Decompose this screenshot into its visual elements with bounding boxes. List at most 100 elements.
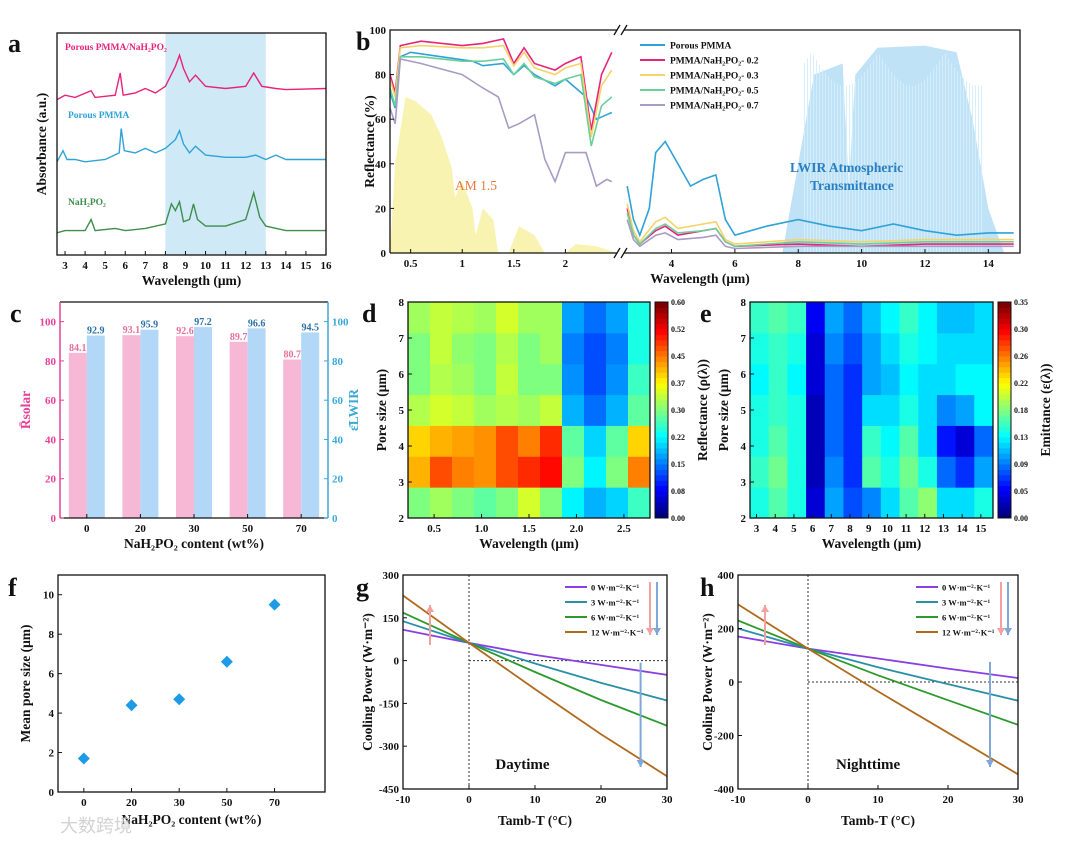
heatmap-cell [843,487,863,519]
x-tick-label: 1.5 [522,523,536,535]
colorbar-segment [655,458,668,465]
heatmap-cell [562,363,585,396]
heatmap-cell [750,332,770,365]
data-point [173,693,186,706]
heatmap-cell [518,332,541,365]
heatmap-cell [843,394,863,426]
heatmap-cell [584,487,607,519]
heatmap-cell [955,456,975,488]
heatmap-cell [862,332,882,365]
colorbar-segment [655,404,668,411]
x-tick-label: 9 [183,260,189,272]
data-point [220,655,233,668]
colorbar-segment [655,469,668,476]
heatmap-cell [562,425,585,457]
series-label: NaH₂PO₂ [68,198,106,208]
x-tick-label: 0 [466,794,472,806]
colorbar-segment [655,372,668,379]
heatmap-cell [540,394,563,426]
series-line-right [626,219,1014,250]
colorbar-segment [655,350,668,357]
x-tick-label: 30 [189,523,201,535]
heatmap-cell [974,425,994,457]
series-line-left [389,58,613,188]
y-tick-label: 5 [399,405,405,417]
panel-label-b: b [356,27,370,56]
heatmap-cell [584,456,607,488]
y-tick-label: 150 [383,613,400,625]
heatmap-cell [430,332,453,365]
colorbar-tick-label: 0.45 [671,352,685,361]
y-right-tick-label: 40 [332,434,344,446]
am15-spectrum-area [390,96,617,254]
heatmap-cell [606,302,629,334]
heatmap-cell [430,363,453,396]
x-tick-label: 20 [135,523,147,535]
x-tick-label: 5 [791,523,797,535]
y-tick-label: 4 [49,708,55,720]
heatmap-cell [750,425,770,457]
y-tick-label: 0 [729,677,735,689]
colorbar [997,301,1012,519]
heatmap-cell [452,332,475,365]
x-tick-label: 11 [220,260,230,272]
decrease-arrow-blue-head [1004,628,1012,635]
bar [68,352,87,518]
colorbar-segment [998,474,1011,481]
am15-label: AM 1.5 [455,178,497,193]
colorbar-tick-label: 0.00 [1014,514,1028,523]
colorbar-segment [655,345,668,352]
heatmap-cell [540,302,563,334]
heatmap-cell [518,456,541,488]
heatmap-cell [787,332,807,365]
colorbar-segment [655,302,668,308]
legend-label: 3 W·m⁻²·K⁻¹ [942,598,991,608]
x-tick-label: -10 [731,794,746,806]
heatmap-cell [899,363,919,396]
panel-label-e: e [700,299,712,328]
colorbar-segment [998,420,1011,427]
colorbar-segment [998,431,1011,438]
mid-ir-shaded-region [165,33,266,255]
x-tick-label: 10 [873,794,885,806]
heatmap-cell [806,394,826,426]
panel-label-a: a [8,29,21,58]
heatmap-cell [974,302,994,334]
colorbar-segment [998,350,1011,357]
heatmap-cell [584,394,607,426]
y-tick-label: 2 [741,513,747,525]
bar-value-label: 92.9 [87,326,105,337]
y-tick-label: 10 [43,590,55,602]
heatmap-cell [806,456,826,488]
heatmap-cell [806,332,826,365]
heatmap-cell [918,332,938,365]
x-tick-label: 20 [596,794,608,806]
colorbar-segment [998,383,1011,389]
x-tick-label: 10 [200,260,212,272]
y-right-tick-label: 60 [332,395,344,407]
heatmap-cell [899,425,919,457]
colorbar-tick-label: 0.00 [671,514,685,523]
y-tick-label: -400 [714,784,735,796]
heatmap-cell [518,302,541,334]
x-tick-label: 5 [102,260,108,272]
series-line [737,619,1019,726]
y-right-tick-label: 80 [332,356,344,368]
colorbar-segment [998,318,1011,325]
heatmap-cell [768,302,788,334]
colorbar-tick-label: 0.09 [1014,460,1028,469]
colorbar-segment [998,442,1011,449]
series-line [402,611,668,727]
x-tick-label: 14 [280,260,292,272]
legend-label: Porous PMMA [670,42,731,52]
panel-label-h: h [700,573,715,602]
colorbar-tick-label: 0.30 [671,406,685,415]
heatmap-cell [955,363,975,396]
x-tick-label: 30 [174,797,186,809]
x-tick-label: 10 [530,794,542,806]
colorbar-segment [655,501,668,508]
x-tick-label: 2 [563,258,569,270]
y-right-tick-label: 100 [332,317,349,329]
series-line [56,128,326,163]
colorbar-segment [998,447,1011,454]
